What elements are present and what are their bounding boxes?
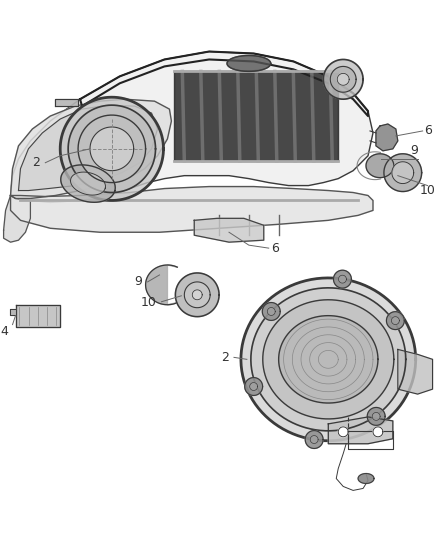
Polygon shape (4, 196, 30, 242)
Polygon shape (373, 427, 383, 437)
Polygon shape (90, 127, 134, 171)
Polygon shape (61, 165, 115, 203)
Polygon shape (60, 97, 163, 200)
Polygon shape (338, 427, 348, 437)
Polygon shape (68, 105, 155, 192)
Polygon shape (55, 99, 78, 106)
Polygon shape (323, 60, 363, 99)
Polygon shape (18, 105, 158, 190)
Polygon shape (372, 413, 380, 421)
Text: 9: 9 (411, 144, 419, 157)
Polygon shape (250, 383, 258, 391)
Polygon shape (11, 187, 373, 232)
Polygon shape (192, 290, 202, 300)
Polygon shape (245, 377, 263, 395)
Polygon shape (310, 435, 318, 443)
Polygon shape (279, 316, 378, 403)
Polygon shape (174, 71, 338, 161)
Polygon shape (262, 303, 280, 320)
Polygon shape (386, 312, 404, 329)
Polygon shape (398, 350, 433, 394)
Polygon shape (227, 55, 271, 71)
Polygon shape (78, 115, 145, 183)
Polygon shape (71, 172, 106, 195)
Polygon shape (328, 417, 393, 444)
Polygon shape (337, 74, 349, 85)
Polygon shape (392, 161, 414, 183)
Text: 6: 6 (271, 241, 279, 255)
Polygon shape (11, 52, 373, 203)
Text: 6: 6 (424, 125, 432, 138)
Polygon shape (15, 305, 60, 327)
Polygon shape (366, 154, 394, 177)
Text: 10: 10 (420, 184, 435, 197)
Polygon shape (330, 67, 356, 92)
Text: 9: 9 (135, 276, 143, 288)
Polygon shape (10, 309, 15, 314)
Polygon shape (339, 275, 346, 283)
Polygon shape (241, 278, 416, 441)
Text: 2: 2 (32, 156, 40, 169)
Polygon shape (267, 308, 275, 316)
Polygon shape (194, 219, 264, 242)
Polygon shape (376, 124, 398, 151)
Polygon shape (11, 99, 171, 198)
Polygon shape (333, 270, 351, 288)
Text: 10: 10 (141, 296, 156, 309)
Polygon shape (145, 265, 177, 305)
Polygon shape (367, 407, 385, 425)
Polygon shape (175, 273, 219, 317)
Polygon shape (384, 154, 422, 191)
Polygon shape (263, 300, 394, 419)
Polygon shape (358, 473, 374, 483)
Polygon shape (305, 431, 323, 448)
Text: 4: 4 (1, 325, 9, 338)
Polygon shape (392, 317, 399, 325)
Polygon shape (184, 282, 210, 308)
Polygon shape (251, 288, 406, 431)
Text: 2: 2 (221, 351, 229, 364)
